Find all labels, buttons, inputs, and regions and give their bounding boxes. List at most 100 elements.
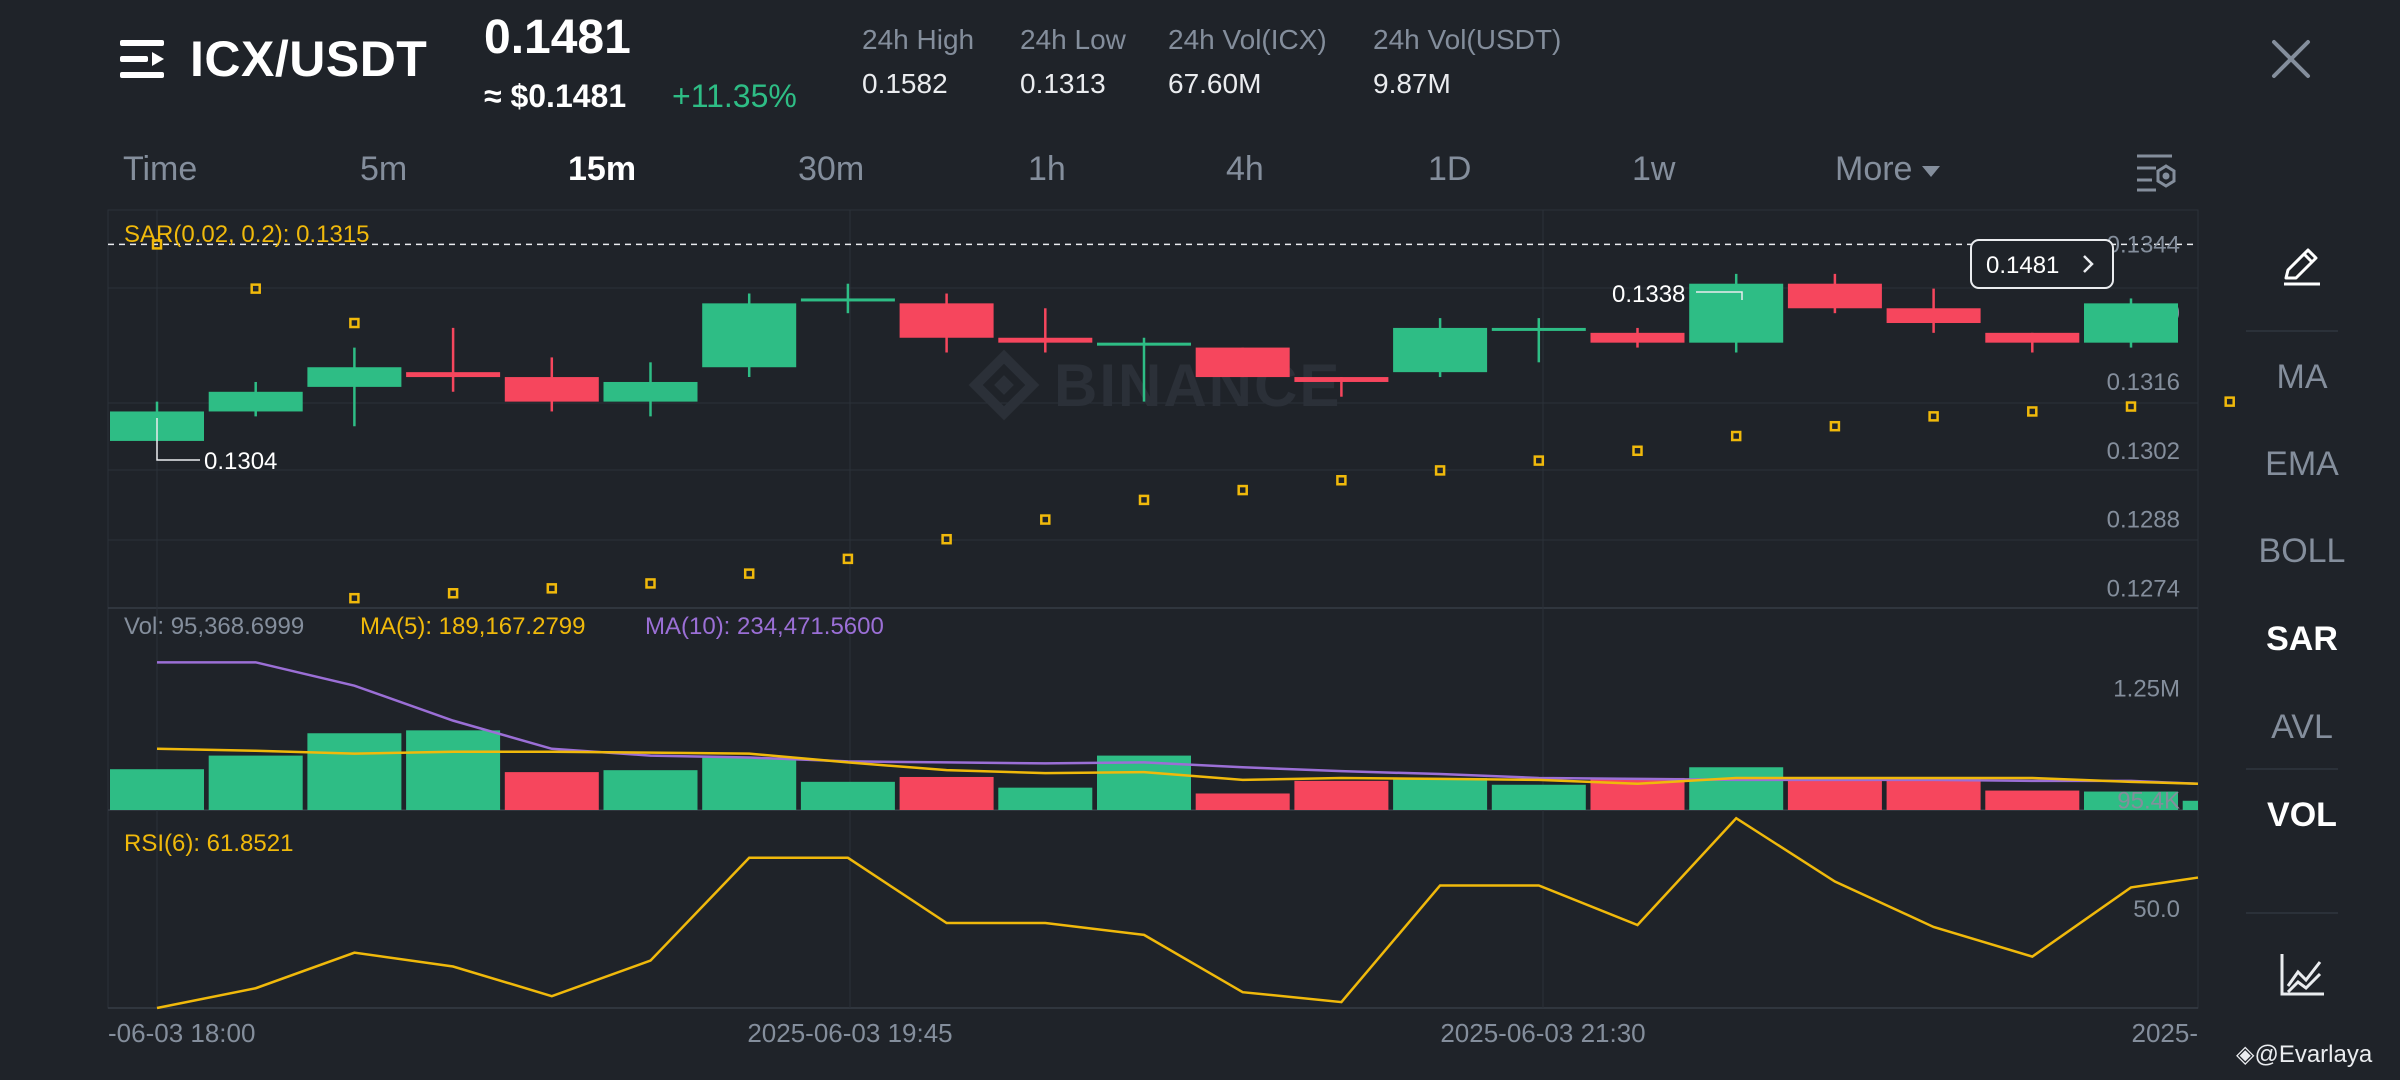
candle-body [998,337,1093,343]
stat-value-low: 0.1313 [1020,68,1106,99]
candle-body [2084,303,2178,343]
side-divider [2246,768,2338,770]
volume-bar [1886,777,1981,810]
vol-legend: Vol: 95,368.6999 [124,613,304,640]
candle-body [1491,327,1586,331]
high-annotation: 0.1338 [1612,281,1685,308]
tab-time[interactable]: Time [123,150,198,188]
tab-5m[interactable]: 5m [360,150,408,188]
pencil-icon[interactable] [2280,244,2324,288]
ma10-line [157,661,2199,786]
stat-label-vol-icx: 24h Vol(ICX) [1168,24,1327,55]
volume-bar [110,769,204,810]
tab-1w[interactable]: 1w [1632,150,1676,188]
sar-dot [941,533,952,545]
rsi-line [156,816,2199,1010]
candle-body [504,377,599,402]
chart-settings-icon[interactable] [2134,150,2178,194]
chevron-right-icon [2083,255,2094,273]
price-tick-label: 0.1344 [2107,231,2180,258]
sar-legend: SAR(0.02, 0.2): 0.1315 [124,221,369,248]
sar-dot [1336,474,1347,486]
close-icon[interactable] [2268,36,2314,82]
sar-dot [447,588,459,599]
candle-body [1195,347,1290,378]
sar-dot [1533,455,1545,466]
tab-1d[interactable]: 1D [1428,150,1472,188]
volume-bar [208,755,303,810]
volume-bar [406,730,501,810]
sar-dot [1730,430,1742,442]
footer-watermark: ◈@Evarlaya [2236,1041,2373,1068]
volume-bar [1985,790,2080,810]
candle-body [1097,342,1191,346]
chart-grid [107,209,2199,1009]
stat-value-vol-icx: 67.60M [1168,68,1262,99]
volume-bar [1393,777,1488,810]
side-item-ma[interactable]: MA [2276,358,2328,396]
side-divider [2246,330,2338,332]
volume-bar [2182,800,2198,810]
sar-dot [1138,494,1150,506]
tab-1h[interactable]: 1h [1028,150,1066,188]
rsi-legend: RSI(6): 61.8521 [124,830,293,857]
current-price-tag-label: 0.1481 [1986,252,2059,279]
price-change: +11.35% [672,78,797,114]
candle-body [603,381,698,402]
side-item-avl[interactable]: AVL [2271,708,2333,746]
candle-body [307,367,402,387]
low-annotation: 0.1304 [204,448,277,475]
candle-body [1590,332,1685,343]
candle-body [800,298,895,302]
volume-bar [1689,767,1784,810]
stat-label-vol-usdt: 24h Vol(USDT) [1373,24,1562,55]
volume-bar [1195,793,1290,810]
stat-value-high: 0.1582 [862,68,948,99]
tab-15m[interactable]: 15m [568,150,637,188]
side-item-boll[interactable]: BOLL [2258,532,2346,570]
candle-body [1886,308,1981,324]
volume-bar [899,776,994,810]
sar-dot [1040,514,1051,525]
tab-4h[interactable]: 4h [1226,150,1264,188]
tab-more-label: More [1835,150,1913,188]
price-tick-label: 0.1316 [2107,369,2180,396]
price-tick-label: 0.1288 [2107,507,2180,534]
usd-price: ≈ $0.1481 [484,78,627,114]
side-item-ema[interactable]: EMA [2265,445,2339,483]
stat-value-vol-usdt: 9.87M [1373,68,1451,99]
tab-30m[interactable]: 30m [798,150,865,188]
stat-label-low: 24h Low [1020,24,1126,55]
time-axis-label: 2025-06-03 19:45 [747,1018,952,1048]
ma5-legend: MA(5): 189,167.2799 [360,613,585,640]
candle-body [1393,327,1488,373]
caret-down-icon [1922,165,1941,177]
current-price-tag[interactable]: 0.1481 [1970,239,2114,289]
menu-lines-icon[interactable] [118,36,170,84]
side-item-vol[interactable]: VOL [2267,796,2337,834]
chart-frame [107,209,2199,1009]
volume-tick-label: 1.25M [2113,676,2180,703]
last-price: 0.1481 [484,11,631,64]
volume-bar [504,772,599,810]
price-tick-label: 0.1274 [2107,575,2180,602]
volume-tick-label: 95.4K [2117,788,2180,815]
time-axis-label: 2025- [2132,1018,2199,1048]
trading-pair[interactable]: ICX/USDT [190,31,428,87]
volume-bar [1787,778,1882,810]
candle-body [899,303,994,338]
stat-label-high: 24h High [862,24,975,55]
time-axis-label: 2025-06-03 21:30 [1440,1018,1645,1048]
side-item-sar[interactable]: SAR [2266,620,2338,658]
candle-body [1787,283,1882,309]
candle-body [1294,377,1389,382]
line-chart-icon[interactable] [2278,950,2326,998]
candle-body [1689,283,1784,343]
candle-body [406,372,501,378]
tab-more[interactable]: More [1835,150,1941,189]
sar-dot [645,578,656,589]
sar-dot [546,583,558,594]
candle-body [208,391,303,412]
sar-dot [349,317,360,329]
